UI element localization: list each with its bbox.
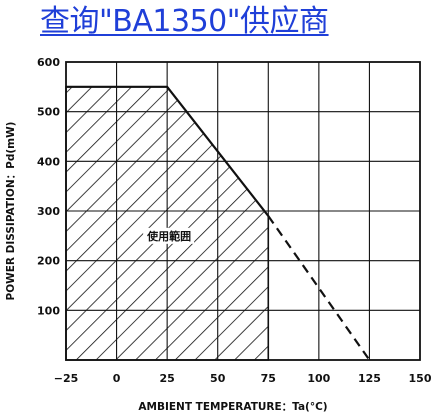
- search-supplier-link[interactable]: 查询"BA1350"供应商: [40, 4, 329, 39]
- usage-range-label-background: [143, 227, 195, 244]
- y-tick-label-0: 100: [37, 304, 60, 317]
- x-tick-label-1: 0: [113, 372, 121, 385]
- y-tick-label-1: 200: [37, 255, 60, 268]
- y-tick-label-5: 600: [37, 56, 60, 69]
- usage-region: [65, 86, 270, 361]
- derating-curve: [66, 85, 371, 361]
- plot-frame: [65, 61, 421, 361]
- x-tick-label-5: 100: [307, 372, 330, 385]
- x-tick-label-6: 125: [358, 372, 381, 385]
- y-tick-label-4: 500: [37, 106, 60, 119]
- x-tick-label-2: 25: [159, 372, 174, 385]
- usage-range-label: 使用範囲: [146, 229, 191, 243]
- x-axis-title: AMBIENT TEMPERATURE：Ta(°C): [138, 401, 327, 413]
- x-tick-label-4: 75: [261, 372, 276, 385]
- x-tick-label-7: 150: [409, 372, 432, 385]
- hatched-area: [66, 86, 269, 360]
- tick-labels: −25 0 25 50 75 100 125 150 100 200 300 400 500 600: [37, 56, 432, 385]
- derating-line-solid: [66, 85, 270, 217]
- y-axis-title: POWER DISSIPATION：Pd(mW): [5, 122, 17, 301]
- x-tick-label-3: 50: [210, 372, 226, 385]
- x-tick-label-0: −25: [54, 372, 79, 385]
- y-tick-label-3: 400: [37, 155, 60, 168]
- y-tick-label-2: 300: [37, 205, 60, 218]
